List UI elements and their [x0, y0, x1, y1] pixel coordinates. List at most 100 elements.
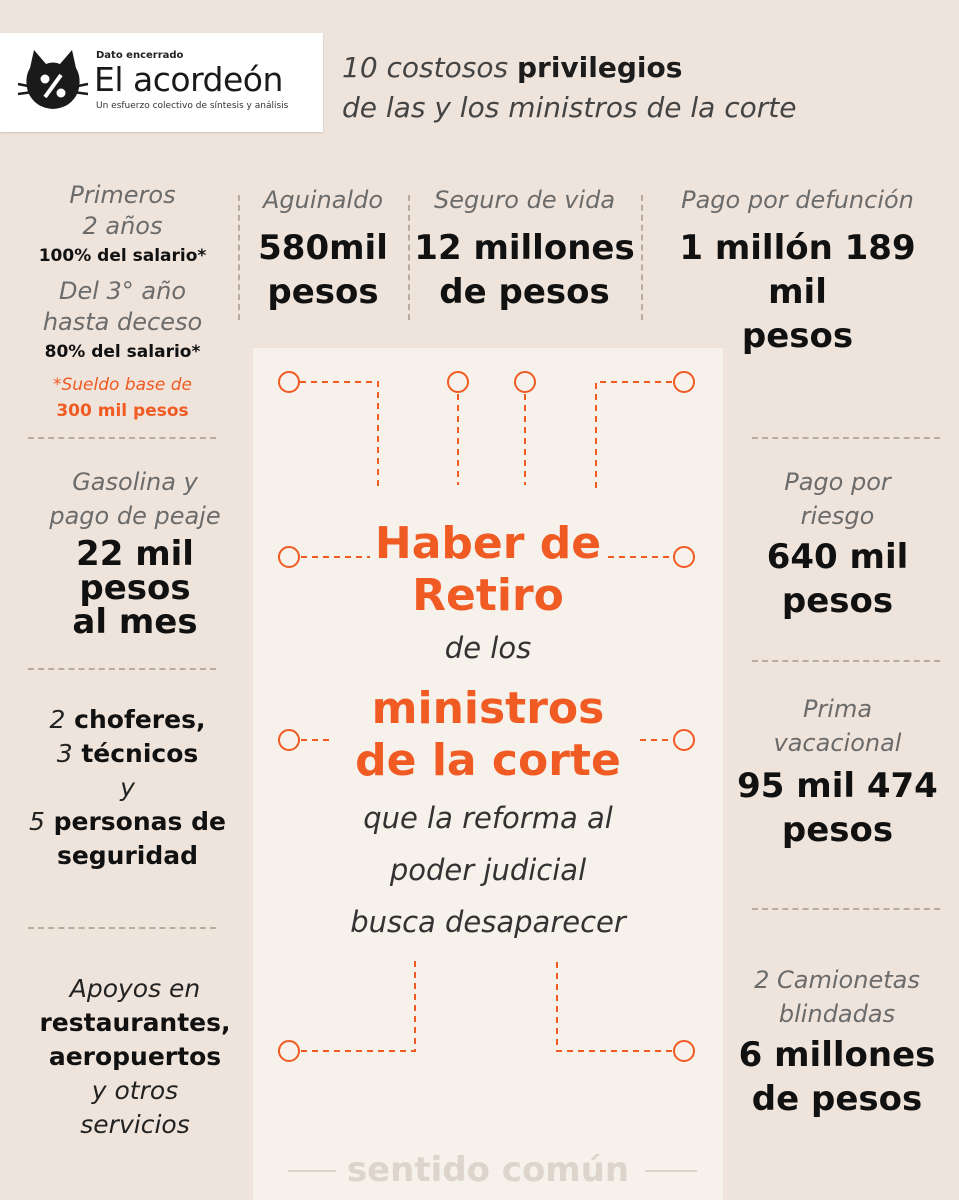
personal-t2: técnicos — [72, 739, 199, 768]
connector-dot — [278, 1040, 300, 1062]
gasolina-value-3: al mes — [72, 602, 198, 642]
seguro-value-1: 12 millones — [414, 228, 635, 268]
gasolina-label-2: pago de peaje — [49, 502, 221, 530]
personal-t3: personas de — [44, 807, 226, 836]
connector-dot — [447, 371, 469, 393]
personal-block: 2 choferes, 3 técnicos y 5 personas de s… — [15, 703, 240, 873]
camionetas-value-2: de pesos — [751, 1079, 923, 1119]
apoyos-l3: aeropuertos — [48, 1042, 222, 1071]
prima-block: Prima vacacional 95 mil 474 pesos — [730, 692, 945, 852]
aguinaldo-value-1: 580mil — [258, 228, 388, 268]
prima-label-1: Prima — [802, 695, 873, 723]
gasolina-block: Gasolina y pago de peaje 22 mil pesos al… — [20, 465, 250, 639]
prima-value-2: pesos — [781, 810, 894, 850]
seguro-label: Seguro de vida — [433, 186, 616, 214]
connector-dot — [673, 546, 695, 568]
brand-watermark: sentido común — [346, 1150, 630, 1190]
connector-dot — [673, 1040, 695, 1062]
center-title-ministros: ministros de la corte — [253, 683, 723, 787]
riesgo-label-2: riesgo — [800, 502, 875, 530]
header-line1-bold: privilegios — [516, 51, 683, 84]
header-line1-pre: 10 costosos — [342, 51, 517, 84]
camionetas-label-2: blindadas — [778, 1000, 896, 1028]
personal-t4: seguridad — [56, 841, 199, 870]
center-mid-3: poder judicial — [389, 853, 587, 887]
connector-dot — [278, 371, 300, 393]
separator — [752, 908, 940, 910]
riesgo-value-2: pesos — [781, 581, 894, 621]
apoyos-l2: restaurantes, — [39, 1008, 231, 1037]
center-panel — [253, 348, 723, 1200]
header-line2: de las y los ministros de la corte — [342, 91, 797, 124]
brand-rule — [645, 1170, 697, 1172]
separator — [28, 927, 216, 929]
gasolina-label-1: Gasolina y — [72, 468, 198, 496]
brand-rule — [288, 1170, 336, 1172]
separator — [752, 660, 940, 662]
center-title-3: ministros — [371, 683, 605, 734]
camionetas-block: 2 Camionetas blindadas 6 millones de pes… — [722, 963, 952, 1121]
center-reform-text: que la reforma al poder judicial busca d… — [253, 792, 723, 948]
connector-dot — [278, 729, 300, 751]
retiro-label-2: 2 años — [82, 212, 163, 240]
connector-dot — [673, 371, 695, 393]
apoyos-block: Apoyos en restaurantes, aeropuertos y ot… — [15, 972, 255, 1142]
personal-n3: 5 — [29, 807, 45, 836]
prima-value-1: 95 mil 474 — [737, 766, 938, 806]
separator — [28, 668, 216, 670]
separator — [238, 195, 240, 320]
camionetas-label-1: 2 Camionetas — [754, 966, 920, 994]
connector-dot — [673, 729, 695, 751]
center-title-2: Retiro — [412, 570, 564, 621]
apoyos-l1: Apoyos en — [69, 974, 201, 1003]
apoyos-l4: y otros — [91, 1076, 179, 1105]
apoyos-l5: servicios — [80, 1110, 190, 1139]
retiro-value-2: 80% del salario* — [44, 342, 201, 362]
separator — [752, 437, 940, 439]
retiro-value-1: 100% del salario* — [38, 246, 207, 266]
center-mid-2: que la reforma al — [363, 801, 613, 835]
defuncion-block: Pago por defunción 1 millón 189 mil peso… — [645, 185, 950, 358]
connector-dot — [278, 546, 300, 568]
personal-n1: 2 — [49, 705, 66, 734]
aguinaldo-label: Aguinaldo — [262, 186, 384, 214]
gasolina-value-2: pesos — [79, 568, 191, 608]
logo-subtitle: Un esfuerzo colectivo de síntesis y anál… — [96, 101, 289, 111]
center-mid-4: busca desaparecer — [350, 905, 626, 939]
aguinaldo-block: Aguinaldo 580mil pesos — [243, 185, 403, 314]
separator — [28, 437, 216, 439]
header-title: 10 costosos privilegios de las y los min… — [342, 48, 796, 128]
personal-y: y — [120, 773, 135, 802]
camionetas-value-1: 6 millones — [738, 1035, 936, 1075]
separator — [408, 195, 410, 320]
seguro-value-2: de pesos — [439, 272, 610, 312]
separator — [641, 195, 643, 320]
center-title-haber: Haber de Retiro — [253, 518, 723, 622]
aguinaldo-value-2: pesos — [267, 272, 379, 312]
retiro-note-1: *Sueldo base de — [52, 375, 193, 395]
gasolina-value-1: 22 mil — [76, 534, 194, 574]
riesgo-label-1: Pago por — [784, 468, 891, 496]
personal-t1: choferes, — [65, 705, 206, 734]
defuncion-label: Pago por defunción — [681, 186, 914, 214]
center-title-4: de la corte — [355, 735, 621, 786]
center-title-1: Haber de — [374, 518, 602, 569]
cat-percent-icon — [17, 50, 89, 109]
retiro-note-2: 300 mil pesos — [56, 401, 189, 421]
logo-tagline: Dato encerrado — [96, 50, 184, 61]
defuncion-value-2: pesos — [741, 316, 854, 356]
prima-label-2: vacacional — [773, 729, 902, 757]
retiro-label-3: Del 3° año — [58, 277, 187, 305]
riesgo-block: Pago por riesgo 640 mil pesos — [730, 465, 945, 623]
retiro-label-1: Primeros — [69, 181, 176, 209]
defuncion-value-1: 1 millón 189 mil — [679, 228, 916, 312]
logo-title: El acordeón — [94, 60, 283, 99]
center-mid-1: de los — [444, 631, 532, 665]
retiro-label-4: hasta deceso — [42, 308, 203, 336]
retiro-block: Primeros 2 años 100% del salario* Del 3°… — [20, 180, 225, 424]
seguro-block: Seguro de vida 12 millones de pesos — [412, 185, 637, 314]
riesgo-value-1: 640 mil — [766, 537, 909, 577]
connector-dot — [514, 371, 536, 393]
